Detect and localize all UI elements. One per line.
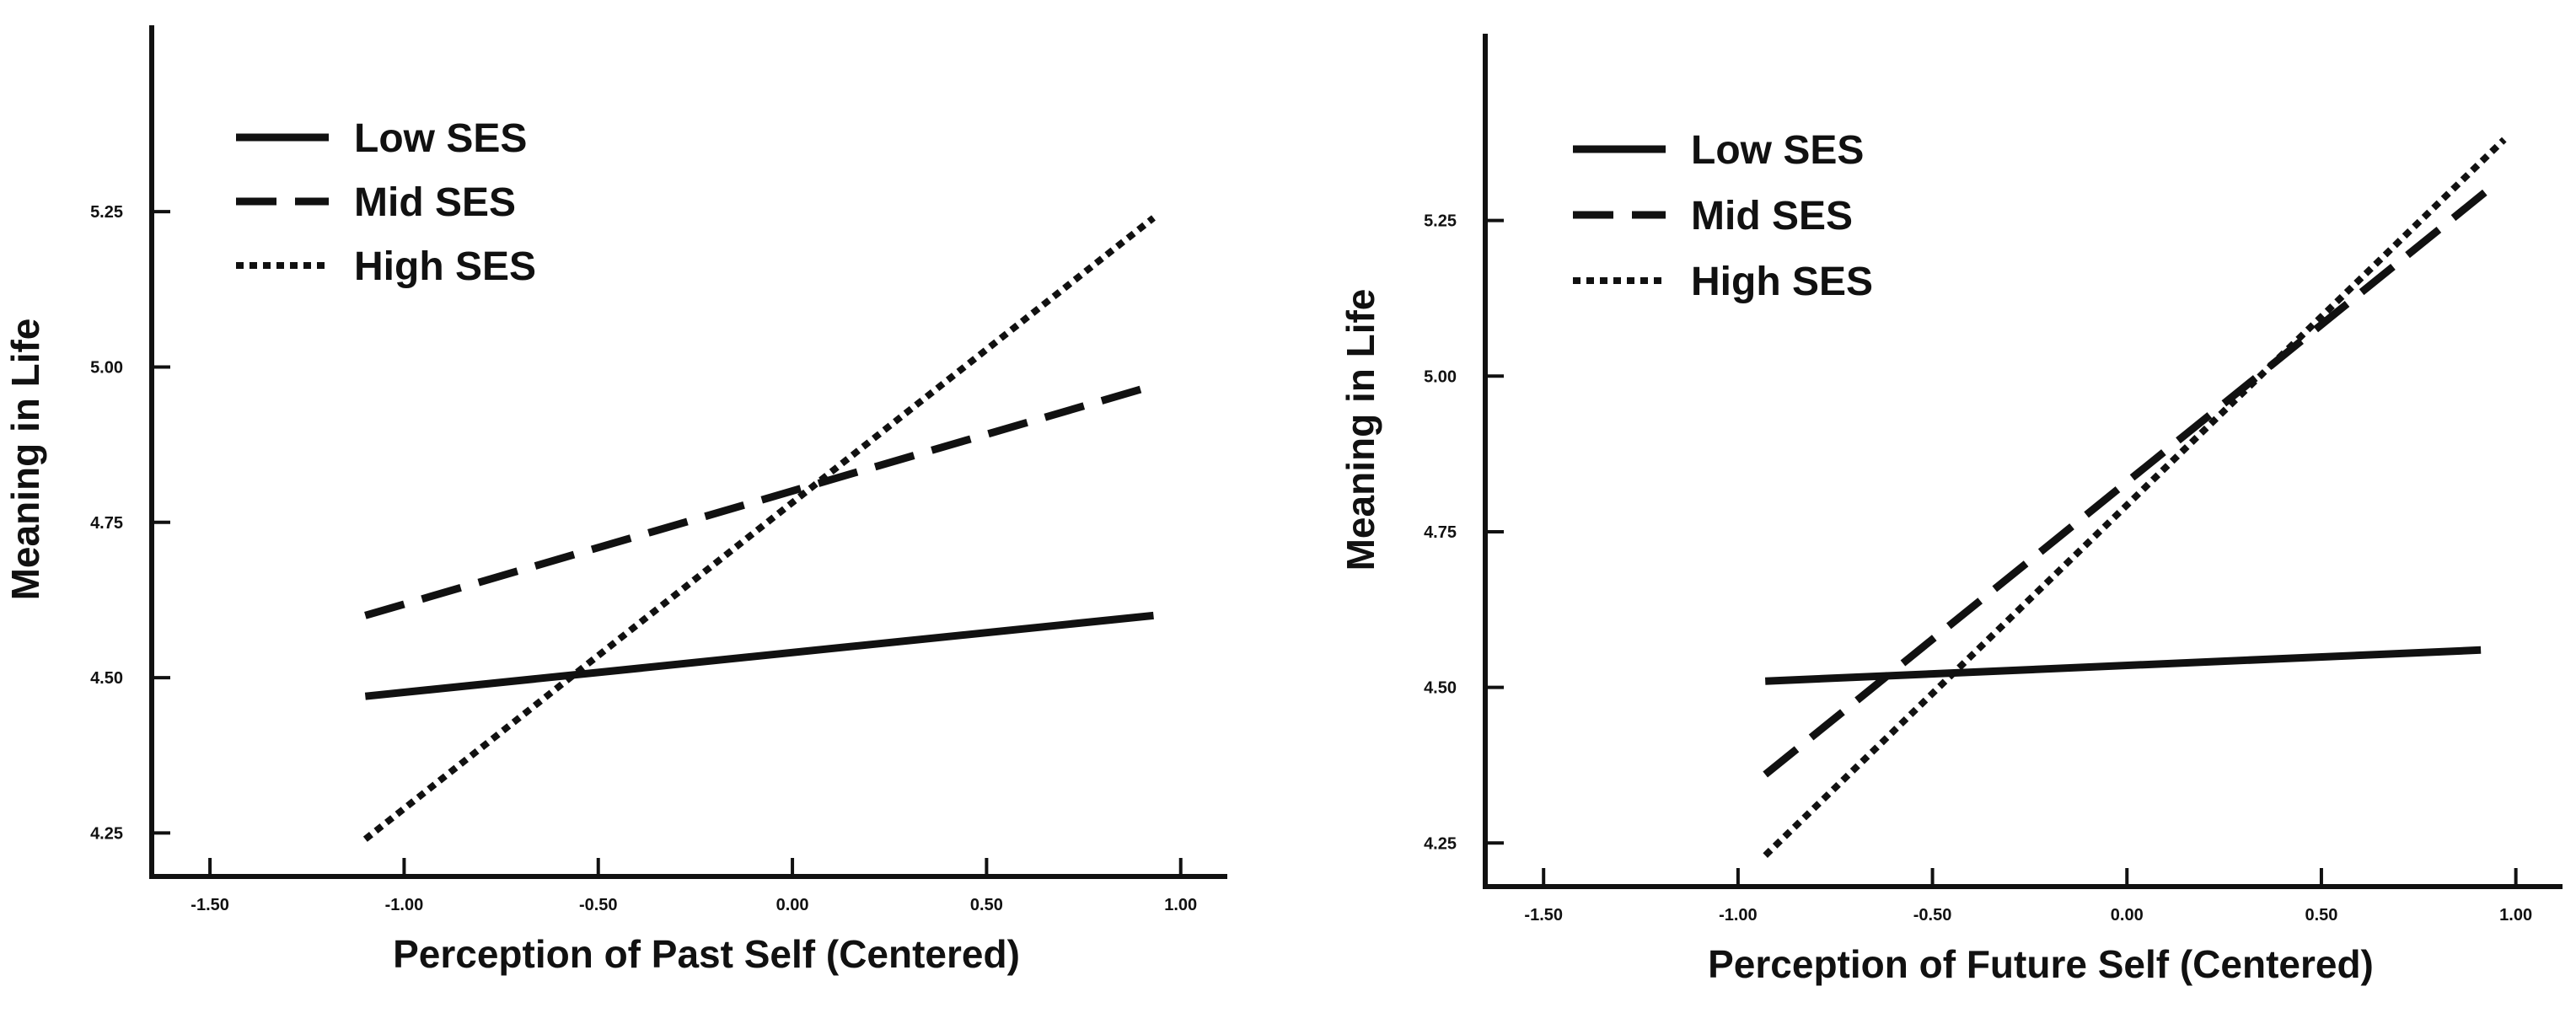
series-line-high-ses	[1763, 137, 2507, 858]
x-axis-title: Perception of Past Self (Centered)	[393, 932, 1020, 976]
y-tick-label: 5.25	[1424, 212, 1457, 231]
y-axis-title: Meaning in Life	[3, 319, 47, 601]
y-tick-label: 4.75	[90, 514, 123, 533]
y-tick-label: 5.00	[90, 358, 123, 377]
x-tick-label: -1.50	[1524, 906, 1563, 925]
x-tick-label: -1.00	[1719, 906, 1758, 925]
x-tick-label: 0.50	[2305, 906, 2337, 925]
y-tick-label: 5.00	[1424, 367, 1457, 386]
x-tick-label: -1.00	[385, 896, 424, 914]
x-tick-label: 0.50	[970, 896, 1003, 914]
x-tick-label: 1.00	[1164, 896, 1197, 914]
legend-label: Low SES	[354, 116, 527, 161]
y-tick-label: 4.75	[1424, 523, 1457, 542]
y-tick-label: 4.25	[1424, 834, 1457, 853]
x-axis-title: Perception of Future Self (Centered)	[1708, 942, 2374, 986]
y-tick-label: 4.50	[1424, 679, 1457, 698]
legend-label: Mid SES	[354, 180, 516, 225]
series-line-high-ses	[362, 215, 1156, 842]
y-tick-label: 4.25	[90, 824, 123, 843]
legend-label: High SES	[1691, 260, 1873, 304]
x-tick-label: 0.00	[776, 896, 809, 914]
y-tick-label: 5.25	[90, 203, 123, 222]
x-tick-label: -0.50	[1913, 906, 1952, 925]
legend-label: High SES	[354, 244, 536, 289]
chart-future-self: -1.50 -1.00 -0.50 0.00 0.50 1.00 4.25 4.50 4.75 5…	[1339, 34, 2563, 986]
x-tick-label: -1.50	[191, 896, 229, 914]
series-line-low-ses	[364, 611, 1154, 700]
x-tick-label: 1.00	[2499, 906, 2532, 925]
y-tick-label: 4.50	[90, 669, 123, 688]
series-line-mid-ses	[364, 382, 1155, 619]
x-tick-label: -0.50	[579, 896, 618, 914]
legend-label: Mid SES	[1691, 194, 1853, 239]
legend-label: Low SES	[1691, 128, 1864, 173]
x-tick-label: 0.00	[2111, 906, 2144, 925]
series-line-mid-ses	[1763, 180, 2499, 778]
y-axis-title: Meaning in Life	[1339, 289, 1382, 571]
chart-past-self: -1.50 -1.00 -0.50 0.00 0.50 1.00 4.25 4.50 4.75 5…	[3, 25, 1227, 976]
